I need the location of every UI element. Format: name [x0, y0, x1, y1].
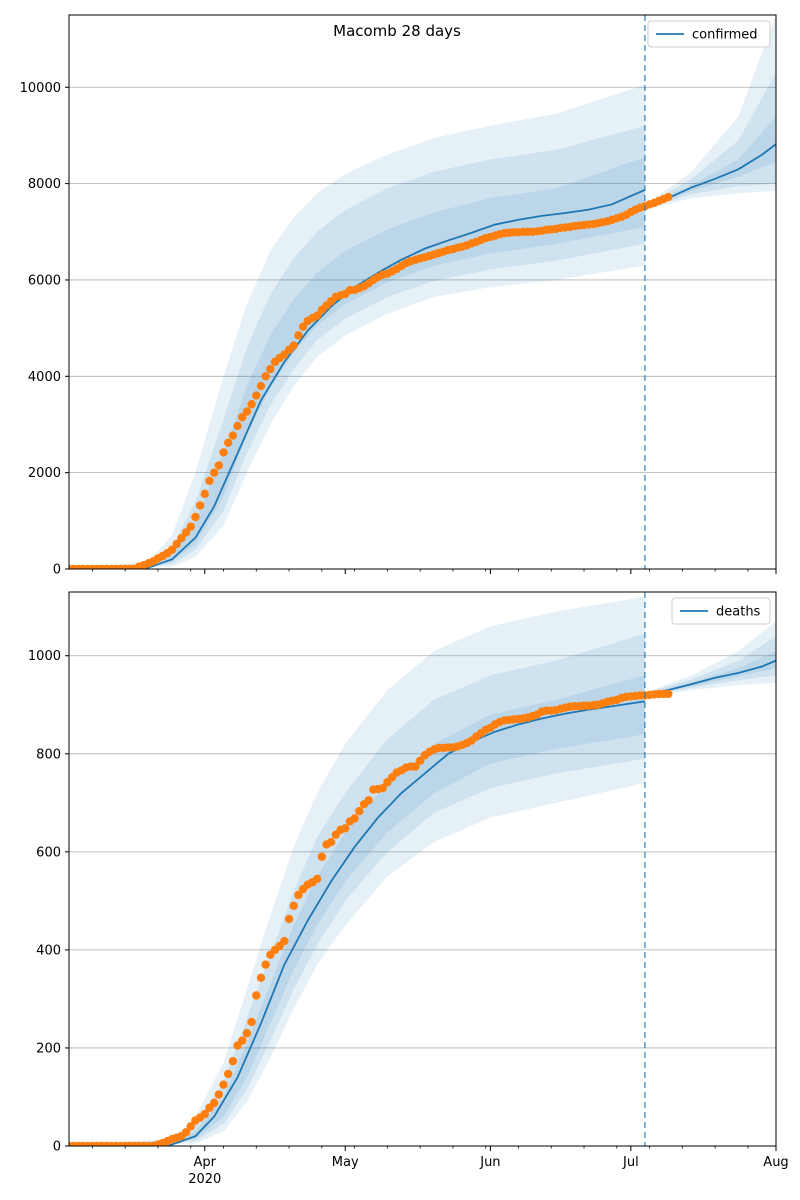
y-tick-label: 400 [36, 943, 61, 958]
observed-point [214, 1090, 224, 1099]
observed-point [298, 322, 308, 331]
observed-point [219, 448, 228, 457]
uncertainty-band [69, 633, 645, 1146]
confirmed-panel: 0 2000 4000 6000 8000 10000 confirmed [20, 14, 777, 578]
observed-point [172, 539, 181, 549]
legend-label: deaths [716, 605, 761, 620]
forecast-band [644, 650, 776, 696]
deaths-panel: 0 200 400 600 800 1000 Apr 2020 May Jun Jul Aug deat… [28, 591, 789, 1187]
observed-point [209, 468, 219, 477]
plot-area [69, 596, 776, 1146]
observed-point [247, 400, 256, 409]
legend: deaths [671, 597, 771, 625]
observed-point [214, 461, 224, 470]
observed-point [223, 438, 233, 447]
observed-point [200, 489, 209, 499]
legend-label: confirmed [692, 28, 758, 43]
observed-point [266, 364, 275, 374]
observed-point [261, 960, 270, 969]
plot-area [69, 15, 776, 569]
observed-point [228, 1056, 238, 1066]
uncertainty-band [69, 675, 645, 1146]
observed-point [167, 545, 177, 554]
observed-point [238, 413, 247, 422]
observed-point [289, 901, 298, 910]
observed-point [191, 512, 200, 522]
observed-point [233, 421, 242, 431]
observed-point [364, 796, 373, 805]
observed-point [256, 973, 266, 983]
x-tick-label: Aug [763, 1155, 788, 1170]
axes-frame [68, 591, 777, 1147]
legend-box [671, 597, 771, 625]
uncertainty-band [69, 596, 645, 1146]
uncertainty-band [69, 84, 645, 569]
y-tick-label: 2000 [28, 466, 61, 481]
x-tick-label: Jul [622, 1155, 639, 1170]
observed-point [289, 341, 298, 350]
observed-point [256, 381, 266, 391]
observed-point [205, 476, 214, 486]
forecast-band [644, 72, 776, 209]
observed-point [242, 407, 252, 416]
x-tick-label: Jun [479, 1155, 500, 1170]
y-tick-label: 1000 [28, 649, 61, 664]
y-tick-label: 4000 [28, 370, 61, 385]
observed-point [228, 431, 238, 440]
observed-point [411, 762, 420, 771]
figure-title: Macomb 28 days [333, 22, 461, 40]
observed-point [312, 874, 322, 884]
observed-point [177, 533, 186, 543]
observed-point [181, 528, 191, 537]
axes-frame [68, 14, 777, 570]
forecast-band [644, 621, 776, 698]
uncertainty-band [69, 157, 645, 569]
observed-point [280, 936, 289, 946]
observed-point [209, 1098, 219, 1108]
observed-point [242, 1029, 252, 1038]
observed-point [317, 852, 327, 861]
observed-point [247, 1017, 256, 1027]
x-tick-label: May [332, 1155, 359, 1170]
observed-point [219, 1080, 228, 1089]
observed-point [350, 814, 359, 823]
observed-point [223, 1069, 233, 1079]
y-tick-label: 0 [53, 563, 61, 578]
x-tick-sublabel: 2020 [188, 1172, 221, 1187]
x-tick-label: Apr [194, 1155, 217, 1170]
observed-point [378, 783, 387, 793]
y-tick-label: 8000 [28, 177, 61, 192]
observed-point [294, 890, 303, 900]
observed-point [664, 192, 673, 202]
legend-box [647, 20, 771, 48]
observed-point [664, 689, 673, 699]
observed-point [261, 372, 270, 381]
observed-point [200, 1109, 209, 1119]
y-tick-label: 6000 [28, 273, 61, 288]
observed-point [186, 522, 195, 531]
observed-point [284, 914, 294, 924]
observed-point [294, 331, 303, 340]
y-tick-label: 0 [53, 1140, 61, 1155]
y-tick-label: 10000 [20, 81, 61, 96]
observed-point [326, 837, 336, 847]
observed-point [341, 824, 350, 833]
model-line [69, 700, 646, 1146]
observed-point [181, 1128, 191, 1137]
observed-point [312, 311, 322, 320]
observed-point [195, 501, 205, 510]
model-line [69, 189, 646, 569]
legend: confirmed [647, 20, 771, 48]
y-tick-label: 200 [36, 1041, 61, 1056]
observed-point [252, 991, 261, 1000]
observed-point [252, 391, 261, 400]
y-tick-label: 600 [36, 845, 61, 860]
observed-point [238, 1036, 247, 1045]
y-tick-label: 800 [36, 747, 61, 762]
observed-point [186, 1122, 195, 1131]
forecast-band [644, 15, 776, 211]
observed-point [355, 806, 364, 816]
